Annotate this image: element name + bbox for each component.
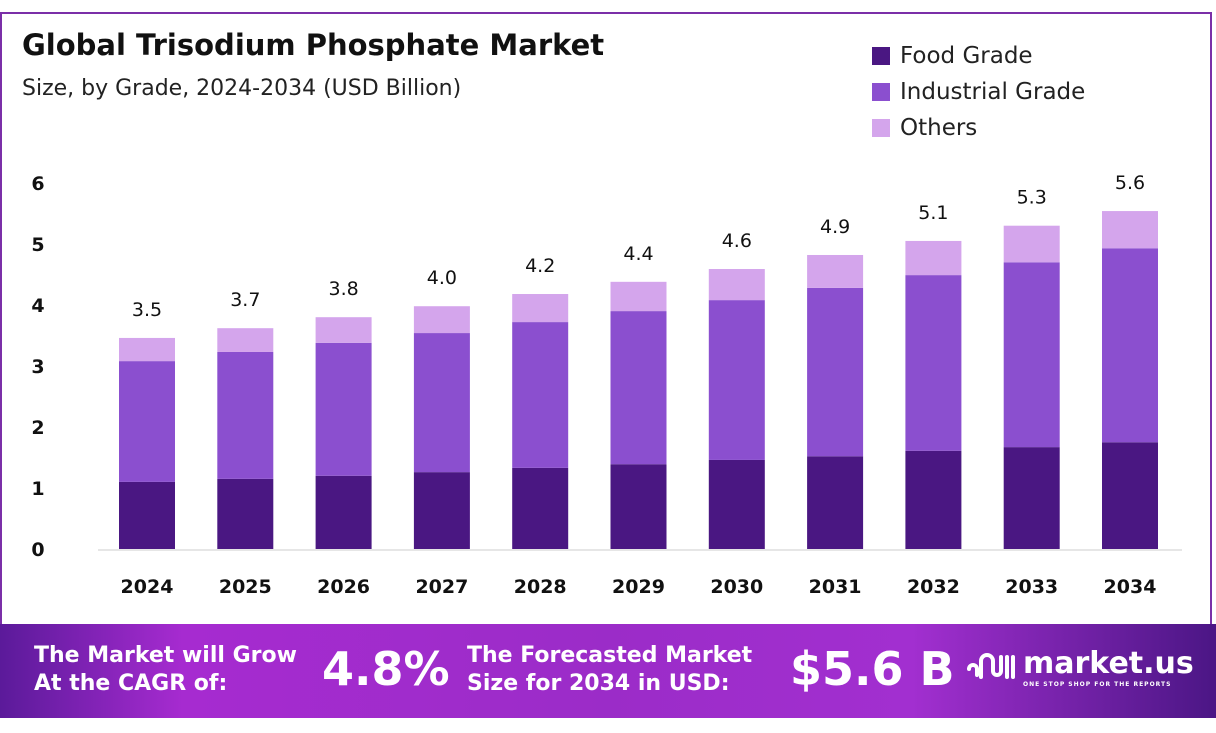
- x-tick-label: 2029: [612, 576, 665, 598]
- bar-food-grade: [413, 472, 470, 549]
- forecast-text: The Forecasted Market Size for 2034 in U…: [467, 642, 752, 698]
- bar-food-grade: [217, 478, 274, 549]
- total-label: 3.5: [132, 299, 162, 321]
- bar-food-grade: [119, 481, 175, 549]
- chart-subtitle: Size, by Grade, 2024-2034 (USD Billion): [22, 76, 462, 101]
- total-label: 4.6: [722, 230, 752, 252]
- y-tick-label: 6: [31, 173, 44, 195]
- y-tick-label: 3: [31, 356, 44, 378]
- total-label: 3.8: [328, 278, 358, 300]
- x-tick-label: 2032: [907, 576, 960, 598]
- bar-industrial-grade: [413, 333, 470, 473]
- market-us-logo: market.us ONE STOP SHOP FOR THE REPORTS: [965, 646, 1194, 688]
- bar-industrial-grade: [512, 322, 569, 468]
- legend-swatch: [872, 83, 890, 101]
- bar-food-grade: [512, 467, 569, 549]
- bar-others: [807, 254, 864, 288]
- cagr-text-line2: At the CAGR of:: [34, 671, 228, 696]
- bar-food-grade: [905, 450, 962, 549]
- bar-food-grade: [708, 459, 765, 549]
- total-label: 5.3: [1017, 187, 1047, 209]
- logo-tagline: ONE STOP SHOP FOR THE REPORTS: [1023, 681, 1172, 688]
- x-tick-label: 2031: [809, 576, 862, 598]
- y-tick-label: 5: [31, 234, 44, 256]
- legend-swatch: [872, 119, 890, 137]
- total-label: 3.7: [230, 289, 260, 311]
- bar-industrial-grade: [1003, 262, 1060, 448]
- x-tick-label: 2024: [121, 576, 174, 598]
- bar-others: [1003, 225, 1060, 263]
- legend-swatch: [872, 47, 890, 65]
- bar-food-grade: [1102, 442, 1158, 549]
- bar-others: [119, 337, 175, 362]
- forecast-value: $5.6 B: [790, 642, 955, 696]
- bar-others: [708, 269, 765, 301]
- legend-item: Food Grade: [872, 38, 1085, 74]
- legend-label: Industrial Grade: [900, 79, 1086, 105]
- total-label: 5.6: [1115, 172, 1145, 194]
- y-tick-label: 1: [31, 478, 44, 500]
- y-tick-label: 0: [31, 539, 44, 561]
- legend-item: Others: [872, 110, 1085, 146]
- bar-others: [905, 240, 962, 276]
- x-tick-label: 2033: [1005, 576, 1058, 598]
- chart-title: Global Trisodium Phosphate Market: [22, 28, 605, 62]
- forecast-text-line1: The Forecasted Market: [467, 643, 753, 668]
- y-tick-label: 2: [31, 417, 44, 439]
- x-tick-label: 2030: [710, 576, 763, 598]
- x-tick-label: 2034: [1104, 576, 1157, 598]
- legend-item: Industrial Grade: [872, 74, 1085, 110]
- x-tick-label: 2027: [415, 576, 468, 598]
- logo-name: market.us: [1023, 646, 1194, 681]
- bar-others: [610, 281, 667, 312]
- bar-others: [1102, 211, 1158, 249]
- legend: Food Grade Industrial Grade Others: [872, 38, 1085, 146]
- total-label: 4.9: [820, 216, 850, 238]
- bar-others: [512, 294, 569, 323]
- forecast-text-line2: Size for 2034 in USD:: [467, 671, 730, 696]
- bar-others: [217, 328, 274, 352]
- legend-label: Food Grade: [900, 43, 1033, 69]
- chart-frame: [0, 12, 1212, 624]
- bar-others: [315, 317, 372, 343]
- bar-industrial-grade: [905, 275, 962, 451]
- bar-industrial-grade: [217, 351, 274, 479]
- x-tick-label: 2028: [514, 576, 567, 598]
- logo-icon: [967, 653, 1015, 679]
- y-tick-label: 4: [31, 295, 44, 317]
- bar-others: [413, 306, 470, 334]
- bar-industrial-grade: [610, 311, 667, 465]
- cagr-text-line1: The Market will Grow: [34, 643, 297, 668]
- bar-food-grade: [610, 464, 667, 549]
- cagr-text: The Market will Grow At the CAGR of:: [34, 642, 297, 698]
- bar-food-grade: [315, 475, 372, 549]
- total-label: 4.4: [623, 243, 653, 265]
- x-tick-label: 2026: [317, 576, 370, 598]
- bar-industrial-grade: [708, 300, 765, 460]
- bar-food-grade: [807, 456, 864, 549]
- legend-label: Others: [900, 115, 978, 141]
- bar-industrial-grade: [315, 342, 372, 476]
- bar-industrial-grade: [807, 287, 864, 457]
- bar-chart: 0 1 2 3 4 5 6 3.5 2024 3.7 2025 3.8 2026 4.0 2027 4.2 20…: [31, 172, 1182, 598]
- x-tick-label: 2025: [219, 576, 272, 598]
- cagr-value: 4.8%: [322, 642, 450, 696]
- total-label: 5.1: [918, 202, 948, 224]
- total-label: 4.2: [525, 255, 555, 277]
- summary-banner: The Market will Grow At the CAGR of: 4.8…: [0, 624, 1216, 718]
- bar-food-grade: [1003, 447, 1060, 549]
- total-label: 4.0: [427, 267, 457, 289]
- bar-industrial-grade: [119, 361, 175, 482]
- bar-industrial-grade: [1102, 248, 1158, 443]
